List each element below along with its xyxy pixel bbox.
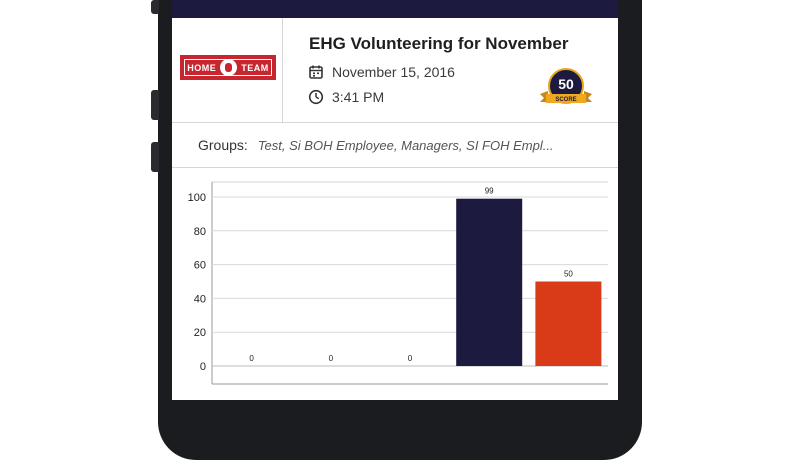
chart-data-label: 0 bbox=[408, 354, 413, 363]
event-time: 3:41 PM bbox=[332, 89, 385, 105]
score-badge: 50 SCORE bbox=[538, 68, 594, 108]
chart-bar bbox=[535, 281, 602, 366]
chart-data-label: 50 bbox=[564, 270, 573, 279]
score-bar-chart: 0 20 40 60 80 100 0 0 0 99 50 bbox=[172, 168, 618, 400]
chart-ytick-label: 80 bbox=[194, 226, 206, 238]
logo-cell: HOME TEAM bbox=[172, 18, 283, 122]
chart-data-label: 99 bbox=[485, 187, 494, 196]
groups-value: Test, Si BOH Employee, Managers, SI FOH … bbox=[257, 137, 554, 153]
event-date: November 15, 2016 bbox=[332, 64, 455, 80]
chart-ytick-label: 60 bbox=[194, 260, 206, 272]
score-label: SCORE bbox=[555, 97, 576, 103]
phone-side-button bbox=[151, 0, 159, 14]
groups-row[interactable]: Groups: Test, Si BOH Employee, Managers,… bbox=[172, 123, 618, 168]
phone-side-button bbox=[151, 142, 159, 172]
chart-ytick-label: 100 bbox=[188, 192, 206, 204]
chart-data-label: 0 bbox=[249, 354, 254, 363]
clock-icon bbox=[308, 89, 324, 105]
chart-bar bbox=[456, 198, 523, 366]
home-team-logo: HOME TEAM bbox=[180, 55, 276, 80]
logo-left-word: HOME bbox=[187, 62, 217, 73]
event-date-row: November 15, 2016 bbox=[308, 64, 455, 80]
chart-svg: 0 20 40 60 80 100 0 0 0 99 50 bbox=[188, 181, 608, 385]
calendar-icon bbox=[308, 64, 324, 80]
event-header: HOME TEAM EHG Volunteering for November bbox=[172, 18, 618, 123]
mascot-icon bbox=[220, 59, 238, 76]
chart-data-label: 0 bbox=[329, 354, 334, 363]
score-value: 50 bbox=[558, 76, 574, 92]
groups-label: Groups: bbox=[198, 137, 248, 153]
app-header-bar bbox=[172, 0, 618, 18]
event-title: EHG Volunteering for November bbox=[309, 34, 569, 53]
chart-ytick-label: 20 bbox=[194, 327, 206, 339]
chart-ytick-label: 40 bbox=[194, 293, 206, 305]
event-time-row: 3:41 PM bbox=[308, 89, 384, 105]
chart-ytick-label: 0 bbox=[200, 361, 206, 373]
phone-side-button bbox=[151, 90, 159, 120]
app-screen: HOME TEAM EHG Volunteering for November bbox=[172, 0, 618, 400]
logo-right-word: TEAM bbox=[241, 62, 269, 73]
